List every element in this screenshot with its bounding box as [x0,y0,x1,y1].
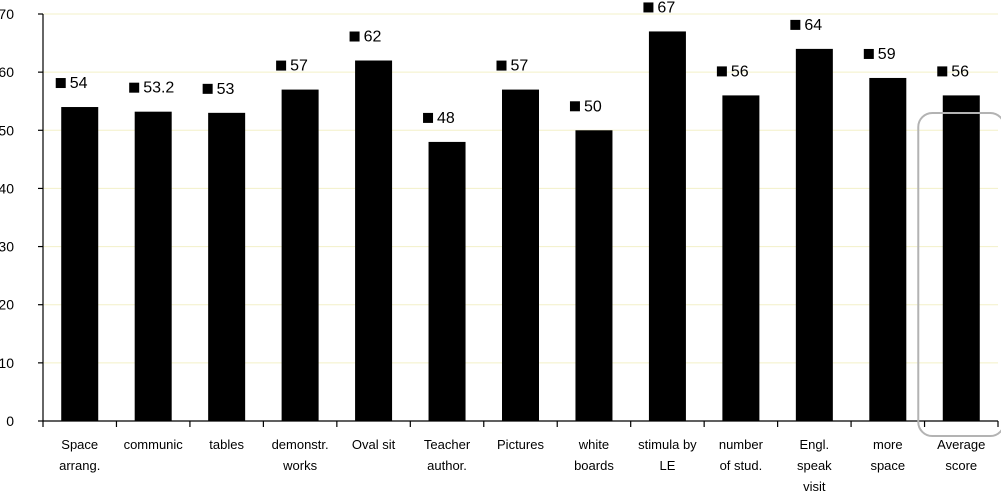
x-tick-label: more [873,437,903,452]
x-tick-label: of stud. [720,458,763,473]
bar [134,111,172,422]
data-label: 59 [878,46,896,63]
x-tick-label: demonstr. [272,437,329,452]
x-tick-label: Space [61,437,98,452]
x-tick-label: Oval sit [352,437,396,452]
bar [355,60,393,422]
x-tick-label: author. [427,458,467,473]
x-tick-label: visit [803,479,826,494]
bar [281,89,319,421]
data-label-marker [423,112,434,123]
bar [648,31,686,421]
data-label-marker [937,66,948,77]
data-label-marker [129,82,140,93]
data-label: 53.2 [143,80,174,97]
x-tick-label: Teacher [424,437,471,452]
y-tick-label: 60 [0,64,14,80]
x-tick-label: space [870,458,905,473]
x-tick-label: speak [797,458,832,473]
data-label-marker [716,66,727,77]
bars [61,31,980,422]
data-label: 50 [584,98,602,115]
data-label-marker [349,31,360,42]
data-label: 56 [731,63,749,80]
bar [869,77,907,421]
data-label: 67 [657,0,675,16]
bar [942,95,980,422]
x-tick-label: score [945,458,977,473]
data-label: 54 [70,75,88,92]
y-tick-label: 0 [6,413,14,429]
data-label-marker [863,48,874,59]
bar [795,48,833,422]
x-tick-label: Pictures [497,437,544,452]
x-tick-label: number [719,437,764,452]
y-tick-label: 40 [0,180,14,196]
category-labels: Space arrang. communic tables demonstr. works… [59,437,985,494]
data-label-marker [202,83,213,94]
x-tick-label: Average [937,437,985,452]
bar [575,130,613,422]
bar [61,107,99,422]
y-tick-label: 70 [0,6,14,22]
bar [208,112,246,421]
axes: 0 10 20 30 40 50 60 70 [0,6,999,429]
y-tick-label: 30 [0,239,14,255]
data-label-marker [790,19,801,30]
highlight-box [917,112,1001,437]
data-label: 57 [511,58,529,75]
y-tick-label: 20 [0,297,14,313]
data-label-marker [569,101,580,112]
y-tick-label: 10 [0,355,14,371]
data-label-marker [496,60,507,71]
data-label-marker [643,2,654,13]
bar [428,141,466,421]
data-label: 56 [951,63,969,80]
x-tick-label: Engl. [800,437,830,452]
x-tick-label: tables [209,437,244,452]
highlight-layer [917,112,1001,437]
data-label: 57 [290,58,308,75]
data-label: 48 [437,110,455,127]
x-tick-label: white [578,437,609,452]
x-tick-label: boards [574,458,614,473]
x-tick-label: communic [124,437,184,452]
x-tick-label: stimula by [638,437,697,452]
bar [722,95,760,422]
y-tick-label: 50 [0,122,14,138]
x-tick-label: works [282,458,317,473]
data-labels: 54 53.2 53 57 62 48 57 50 67 56 64 59 56 [55,0,969,127]
bar [502,89,539,421]
data-label: 62 [364,29,382,46]
data-label-marker [55,78,66,89]
data-label: 64 [804,17,822,34]
x-tick-label: arrang. [59,458,100,473]
data-label: 53 [217,81,235,98]
data-label-marker [276,60,287,71]
x-tick-label: LE [659,458,675,473]
